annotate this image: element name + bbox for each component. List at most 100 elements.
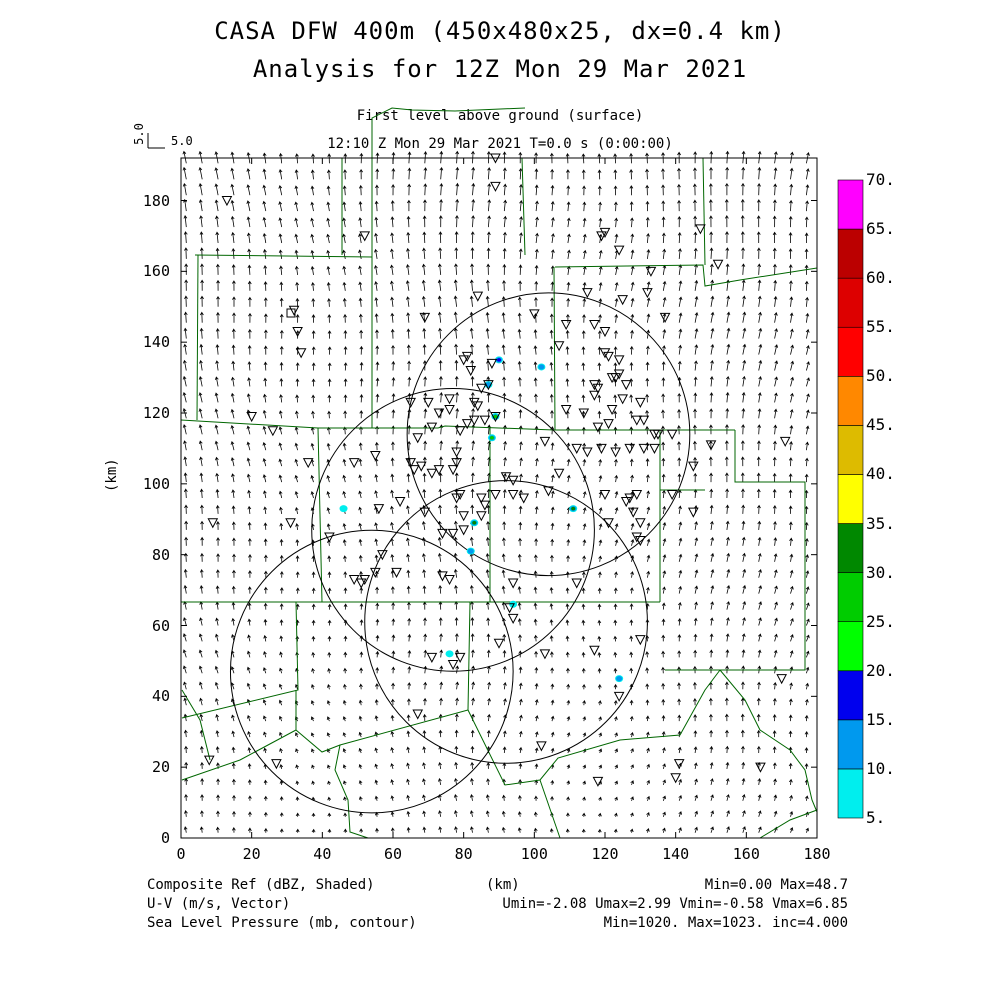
station-triangle xyxy=(359,231,371,242)
station-triangle xyxy=(419,312,431,323)
station-triangle xyxy=(324,532,335,543)
time-label: 12:10 Z Mon 29 Mar 2021 T=0.0 s (0:00:00… xyxy=(327,136,673,152)
station-triangle xyxy=(355,578,367,589)
station-triangle xyxy=(553,341,565,352)
colorbar-segment xyxy=(837,425,864,475)
station-triangle xyxy=(779,436,791,447)
station-triangle xyxy=(490,181,501,192)
station-triangle xyxy=(624,493,636,504)
colorbar-label: 50. xyxy=(866,366,895,386)
echo-core xyxy=(493,414,498,419)
radar-range-rings xyxy=(229,292,691,814)
station-triangle xyxy=(479,500,491,511)
echo-core xyxy=(489,435,494,440)
station-triangle xyxy=(458,525,469,536)
station-triangle xyxy=(613,355,625,366)
level-label: First level above ground (surface) xyxy=(356,108,644,124)
station-triangle xyxy=(405,397,416,408)
station-triangle xyxy=(500,472,512,483)
y-tick-label: 60 xyxy=(151,616,170,635)
county-boundary xyxy=(180,419,735,431)
station-triangle xyxy=(599,348,611,359)
station-triangle xyxy=(571,443,583,454)
radar-ring xyxy=(311,388,595,672)
station-triangle xyxy=(348,458,360,469)
colorbar-label: 70. xyxy=(866,170,895,189)
x-tick-label: 140 xyxy=(662,845,690,863)
y-tick-label: 0 xyxy=(160,829,170,847)
station-triangle xyxy=(571,578,583,589)
station-triangle xyxy=(483,380,494,391)
station-triangle xyxy=(451,447,462,458)
station-triangle xyxy=(426,422,438,433)
station-triangle xyxy=(476,383,487,394)
station-triangle xyxy=(688,461,699,472)
y-tick-label: 180 xyxy=(142,191,170,210)
colorbar-label: 5. xyxy=(866,808,886,827)
station-triangle xyxy=(635,397,646,408)
x-axis-label: (km) xyxy=(486,877,520,893)
station-triangle xyxy=(504,603,515,614)
station-triangle xyxy=(447,465,459,476)
x-tick-label: 0 xyxy=(176,845,186,863)
station-triangle xyxy=(635,518,646,529)
station-triangle xyxy=(610,447,621,458)
station-triangle xyxy=(666,429,678,440)
station-triangle xyxy=(415,461,427,472)
station-markers xyxy=(203,153,791,787)
station-triangle xyxy=(370,451,381,462)
echo-mid xyxy=(538,364,545,370)
station-triangle xyxy=(649,443,660,454)
station-triangle xyxy=(560,404,572,416)
y-tick-label: 160 xyxy=(142,262,170,281)
station-triangle xyxy=(599,227,611,238)
station-triangle xyxy=(578,408,590,419)
colorbar-label: 60. xyxy=(866,268,895,288)
station-triangle xyxy=(412,433,424,444)
station-triangle xyxy=(433,408,445,419)
station-triangle xyxy=(688,507,699,518)
station-triangle xyxy=(468,415,480,426)
station-triangle xyxy=(373,504,385,515)
station-triangle xyxy=(582,447,593,458)
station-triangle xyxy=(606,373,618,384)
station-triangle xyxy=(405,458,416,469)
echo-mid xyxy=(467,548,474,554)
station-triangle xyxy=(394,497,406,508)
station-triangle xyxy=(624,443,636,454)
colorbar-segment xyxy=(837,719,864,770)
station-triangle xyxy=(221,196,233,207)
station-triangle xyxy=(288,305,300,316)
echo-core xyxy=(571,506,576,511)
station-triangle xyxy=(596,231,607,242)
county-boundary xyxy=(196,254,199,421)
station-triangle xyxy=(560,319,572,331)
colorbar xyxy=(837,179,864,819)
y-tick-label: 120 xyxy=(142,404,170,422)
station-triangle xyxy=(589,319,600,331)
station-triangle xyxy=(536,741,547,752)
station-triangle xyxy=(454,489,466,501)
station-triangle xyxy=(423,397,434,408)
echo-outer xyxy=(339,505,348,513)
vector-scale-key xyxy=(147,133,165,149)
y-tick-label: 100 xyxy=(142,474,170,493)
footer-field-pressure: Sea Level Pressure (mb, contour) xyxy=(147,915,417,931)
station-triangle xyxy=(638,415,650,426)
county-boundary xyxy=(702,157,706,266)
station-triangle xyxy=(635,635,646,646)
county-boundary xyxy=(539,779,561,839)
station-triangle xyxy=(461,351,473,362)
colorbar-label: 15. xyxy=(866,709,895,729)
station-triangle xyxy=(302,458,314,469)
station-triangle xyxy=(507,613,519,624)
station-triangle xyxy=(620,497,632,508)
colorbar-segment xyxy=(837,376,864,426)
radar-ring xyxy=(406,292,691,577)
station-triangle xyxy=(451,493,462,504)
station-triangle xyxy=(207,518,219,529)
county-boundary xyxy=(181,601,299,719)
x-tick-label: 80 xyxy=(454,845,473,863)
station-triangle xyxy=(391,567,402,578)
